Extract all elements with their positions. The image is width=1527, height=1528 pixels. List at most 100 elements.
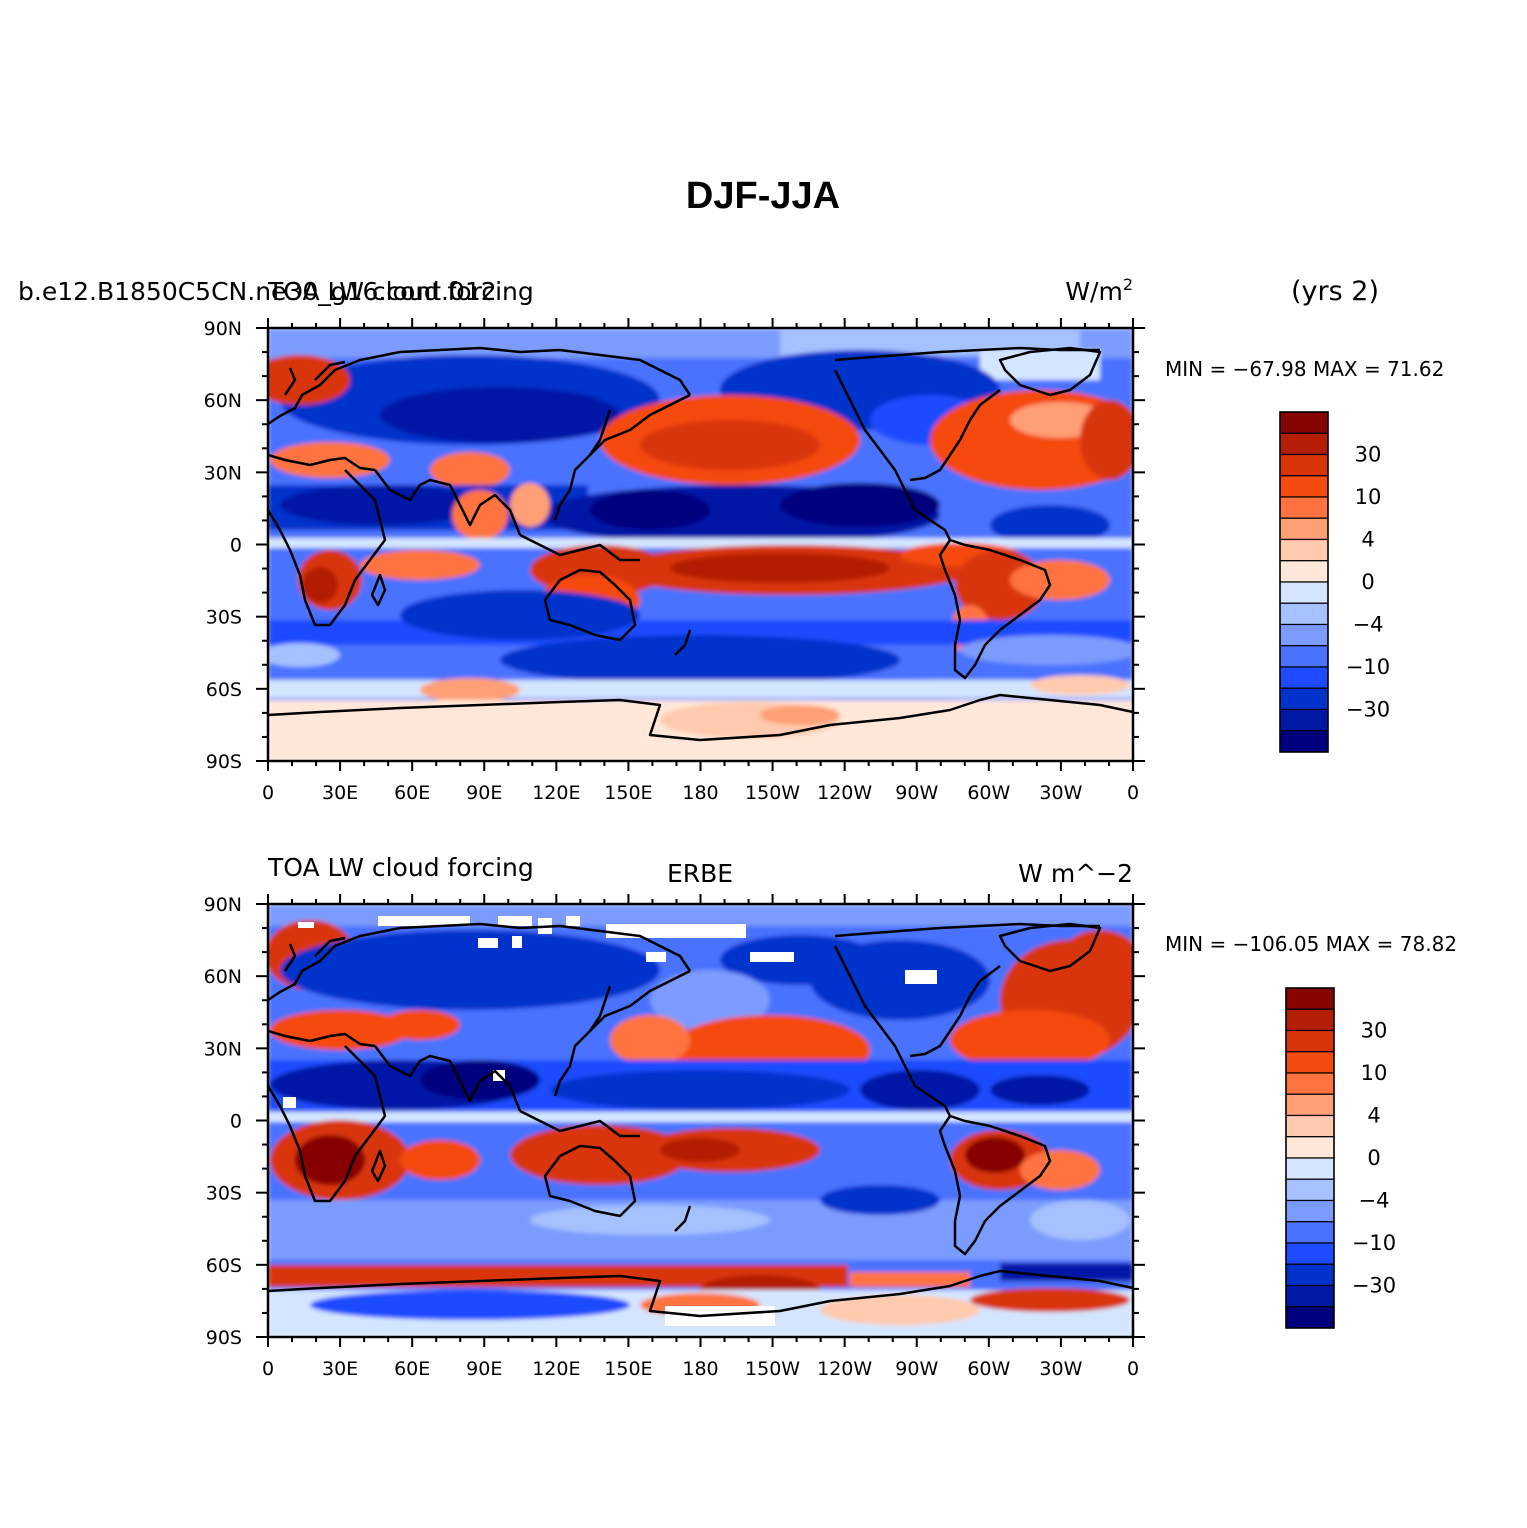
colorbar-swatch: [1285, 1072, 1335, 1095]
lat-tick-label: 0: [230, 535, 242, 557]
lon-tick-label: 30E: [322, 782, 358, 804]
panel-model-lat-labels: 90N 60N 30N 0 30S 60S 90S: [204, 318, 242, 773]
colorbar-swatch: [1285, 1199, 1335, 1223]
lat-tick-label: 30N: [204, 462, 242, 484]
colorbar-swatch: [1279, 645, 1329, 668]
panel-model-colorbar: 30 10 4 0 −4 −10 −30: [1279, 411, 1390, 753]
lon-tick-label: 60E: [394, 782, 430, 804]
lat-tick-label: 90N: [204, 894, 242, 916]
lon-tick-label: 60W: [967, 1358, 1010, 1380]
colorbar-swatch: [1279, 453, 1329, 477]
lon-tick-label: 30W: [1039, 1358, 1082, 1380]
lon-tick-label: 0: [1127, 782, 1139, 804]
panel-obs-map: [268, 904, 1133, 1337]
panel-obs-left-text: TOA LW cloud forcing: [267, 853, 534, 882]
panel-obs-lat-labels: 90N 60N 30N 0 30S 60S 90S: [204, 894, 242, 1349]
lon-tick-label: 60W: [967, 782, 1010, 804]
lon-tick-label: 150W: [745, 782, 800, 804]
lon-tick-label: 90E: [466, 782, 502, 804]
colorbar-swatch: [1285, 1008, 1335, 1032]
colorbar-swatch: [1285, 1221, 1335, 1244]
colorbar-swatch: [1285, 1136, 1335, 1159]
panel-obs-colorbar: 30 10 4 0 −4 −10 −30: [1285, 987, 1396, 1329]
colorbar-swatch: [1285, 1284, 1335, 1308]
lat-tick-label: 60N: [204, 966, 242, 988]
lon-tick-label: 150W: [745, 1358, 800, 1380]
panel-obs-units: W m^−2: [1018, 859, 1133, 888]
panel-model-map: [268, 328, 1133, 761]
colorbar-swatch: [1279, 560, 1329, 583]
lat-tick-label: 60N: [204, 390, 242, 412]
colorbar-swatch: [1279, 602, 1329, 626]
colorbar-swatch: [1279, 623, 1329, 647]
colorbar-label: 30: [1361, 1019, 1388, 1043]
lon-tick-label: 0: [262, 782, 274, 804]
lon-tick-label: 180: [682, 782, 718, 804]
colorbar-swatch: [1279, 475, 1329, 498]
lat-tick-label: 90S: [206, 1327, 242, 1349]
colorbar-swatch: [1279, 708, 1329, 732]
lat-tick-label: 30N: [204, 1038, 242, 1060]
colorbar-label: 30: [1355, 443, 1382, 467]
lon-tick-label: 30W: [1039, 782, 1082, 804]
colorbar-label: −30: [1346, 698, 1390, 722]
panel-model-axis-ticks: [256, 318, 1145, 771]
colorbar-label: 10: [1361, 1061, 1388, 1085]
panel-obs-source: ERBE: [667, 859, 733, 888]
lon-tick-label: 120W: [817, 1358, 872, 1380]
lat-tick-label: 60S: [206, 1255, 242, 1277]
lon-tick-label: 120W: [817, 782, 872, 804]
figure-title: DJF-JJA: [686, 175, 840, 217]
lat-tick-label: 60S: [206, 679, 242, 701]
panel-obs-axis-ticks: [256, 894, 1145, 1347]
lon-tick-label: 150E: [604, 1358, 652, 1380]
colorbar-label: 4: [1367, 1104, 1380, 1128]
colorbar-label: −4: [1353, 613, 1384, 637]
panel-model-units: W/m2: [1065, 275, 1133, 306]
lon-tick-label: 150E: [604, 782, 652, 804]
lat-tick-label: 30S: [206, 607, 242, 629]
colorbar-swatch: [1279, 730, 1329, 753]
lat-tick-label: 0: [230, 1111, 242, 1133]
colorbar-swatch: [1279, 581, 1329, 604]
panel-obs-lon-labels: 0 30E 60E 90E 120E 150E 180 150W 120W 90W 60W 30W 0: [262, 1358, 1139, 1380]
colorbar-swatch: [1285, 1178, 1335, 1202]
lon-tick-label: 90E: [466, 1358, 502, 1380]
colorbar-label: 10: [1355, 485, 1382, 509]
lon-tick-label: 90W: [895, 782, 938, 804]
lat-tick-label: 90S: [206, 751, 242, 773]
lon-tick-label: 0: [262, 1358, 274, 1380]
colorbar-swatch: [1279, 538, 1329, 562]
panel-obs: TOA LW cloud forcing ERBE W m^−2 MIN = −…: [204, 853, 1457, 1380]
colorbar-label: 0: [1367, 1146, 1380, 1170]
colorbar-swatch: [1279, 687, 1329, 711]
lon-tick-label: 60E: [394, 1358, 430, 1380]
colorbar-swatch: [1279, 666, 1329, 689]
colorbar-swatch: [1285, 1306, 1335, 1329]
colorbar-label: −4: [1359, 1189, 1390, 1213]
lon-tick-label: 180: [682, 1358, 718, 1380]
colorbar-swatch: [1279, 411, 1329, 434]
colorbar-swatch: [1279, 517, 1329, 541]
panel-model-left-overlay-text: TOA LW cloud forcing: [267, 277, 534, 306]
colorbar-label: 4: [1361, 528, 1374, 552]
lat-tick-label: 30S: [206, 1183, 242, 1205]
panel-model-years: (yrs 2): [1291, 276, 1379, 307]
colorbar-swatch: [1285, 1242, 1335, 1265]
lat-tick-label: 90N: [204, 318, 242, 340]
colorbar-swatch: [1279, 432, 1329, 456]
lon-tick-label: 120E: [532, 1358, 580, 1380]
panel-model-left-text: b.e12.B1850C5CN.ne30_g16.cont.012: [18, 277, 497, 306]
colorbar-swatch: [1285, 1157, 1335, 1180]
colorbar-swatch: [1285, 1114, 1335, 1138]
panel-obs-min-max: MIN = −106.05 MAX = 78.82: [1165, 932, 1457, 956]
colorbar-label: −30: [1352, 1274, 1396, 1298]
panel-model-lon-labels: 0 30E 60E 90E 120E 150E 180 150W 120W 90W 60W 30W 0: [262, 782, 1139, 804]
panel-model: b.e12.B1850C5CN.ne30_g16.cont.012 TOA LW…: [18, 275, 1444, 804]
colorbar-swatch: [1285, 987, 1335, 1010]
colorbar-swatch: [1285, 1263, 1335, 1287]
colorbar-label: −10: [1346, 655, 1390, 679]
colorbar-swatch: [1285, 1093, 1335, 1117]
colorbar-swatch: [1285, 1051, 1335, 1074]
